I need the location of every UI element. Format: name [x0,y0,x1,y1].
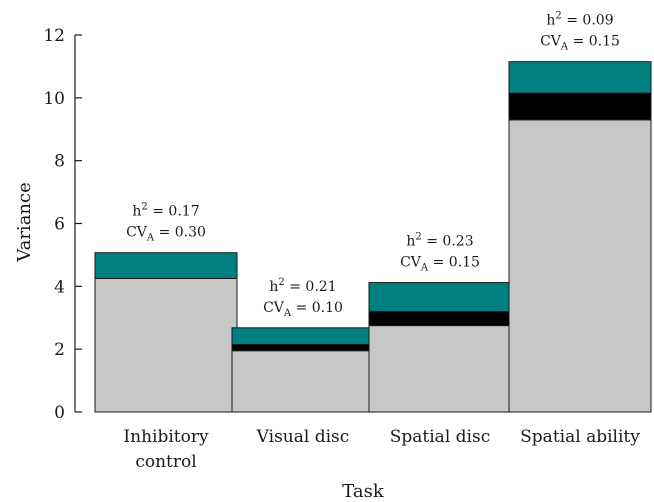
cv-subscript: A [560,42,569,53]
heritability-symbol: h [406,234,415,250]
heritability-exponent: 2 [278,277,284,288]
y-tick-label: 8 [54,152,65,172]
cv-value: = 0.30 [154,225,206,241]
bar-segment-3-2 [508,61,652,94]
heritability-label: h2 = 0.23 [406,232,473,250]
cv-value: = 0.15 [428,255,480,271]
y-tick-label: 6 [54,215,65,235]
heritability-value: = 0.09 [562,13,614,29]
y-tick-label: 4 [54,277,65,297]
bar-segment-1-0 [231,350,375,413]
y-axis: 0 2 4 6 8 10 12 [43,26,82,423]
y-tick-label: 12 [43,26,65,46]
bar-segment-2-0 [368,325,512,413]
cv-label: CVA = 0.15 [540,34,620,53]
category-label: Spatial ability [520,427,640,447]
cv-label: CVA = 0.10 [263,300,343,319]
bar-segment-0-0 [94,277,238,413]
category-label: Inhibitory [123,427,209,447]
heritability-symbol: h [132,204,141,220]
heritability-label: h2 = 0.09 [546,11,613,29]
category-label: Visual disc [256,427,350,447]
cv-symbol: CV [126,225,148,241]
heritability-exponent: 2 [415,232,421,243]
category-label: Spatial disc [390,427,490,447]
heritability-value: = 0.23 [422,234,474,250]
bar-segment-0-2 [94,252,238,279]
bar-segment-3-1 [508,92,652,121]
cv-symbol: CV [263,300,285,316]
category-label: control [135,452,196,472]
cv-label: CVA = 0.15 [400,255,480,274]
heritability-value: = 0.21 [285,279,337,295]
bar-segment-2-2 [368,282,512,312]
bar-segment-1-2 [231,327,375,345]
heritability-label: h2 = 0.21 [269,277,336,295]
y-tick-label: 10 [43,89,65,109]
bars-group [94,61,652,413]
heritability-value: = 0.17 [148,204,200,220]
heritability-label: h2 = 0.17 [132,202,199,220]
cv-subscript: A [283,308,292,319]
cv-symbol: CV [400,255,422,271]
cv-value: = 0.10 [291,300,343,316]
cv-subscript: A [146,233,155,244]
x-axis-label: Task [342,481,385,502]
heritability-symbol: h [546,13,555,29]
y-axis-label: Variance [14,182,35,263]
bar-segment-1-1 [231,343,375,352]
cv-label: CVA = 0.30 [126,225,206,244]
bar-segment-3-0 [508,119,652,413]
heritability-symbol: h [269,279,278,295]
category-labels: Inhibitory control Visual disc Spatial disc… [123,427,640,472]
y-tick-label: 2 [54,340,65,360]
heritability-exponent: 2 [141,202,147,213]
heritability-exponent: 2 [555,11,561,22]
y-tick-label: 0 [54,403,65,423]
cv-value: = 0.15 [568,34,620,50]
cv-symbol: CV [540,34,562,50]
bar-segment-2-1 [368,310,512,327]
cv-subscript: A [420,263,429,274]
